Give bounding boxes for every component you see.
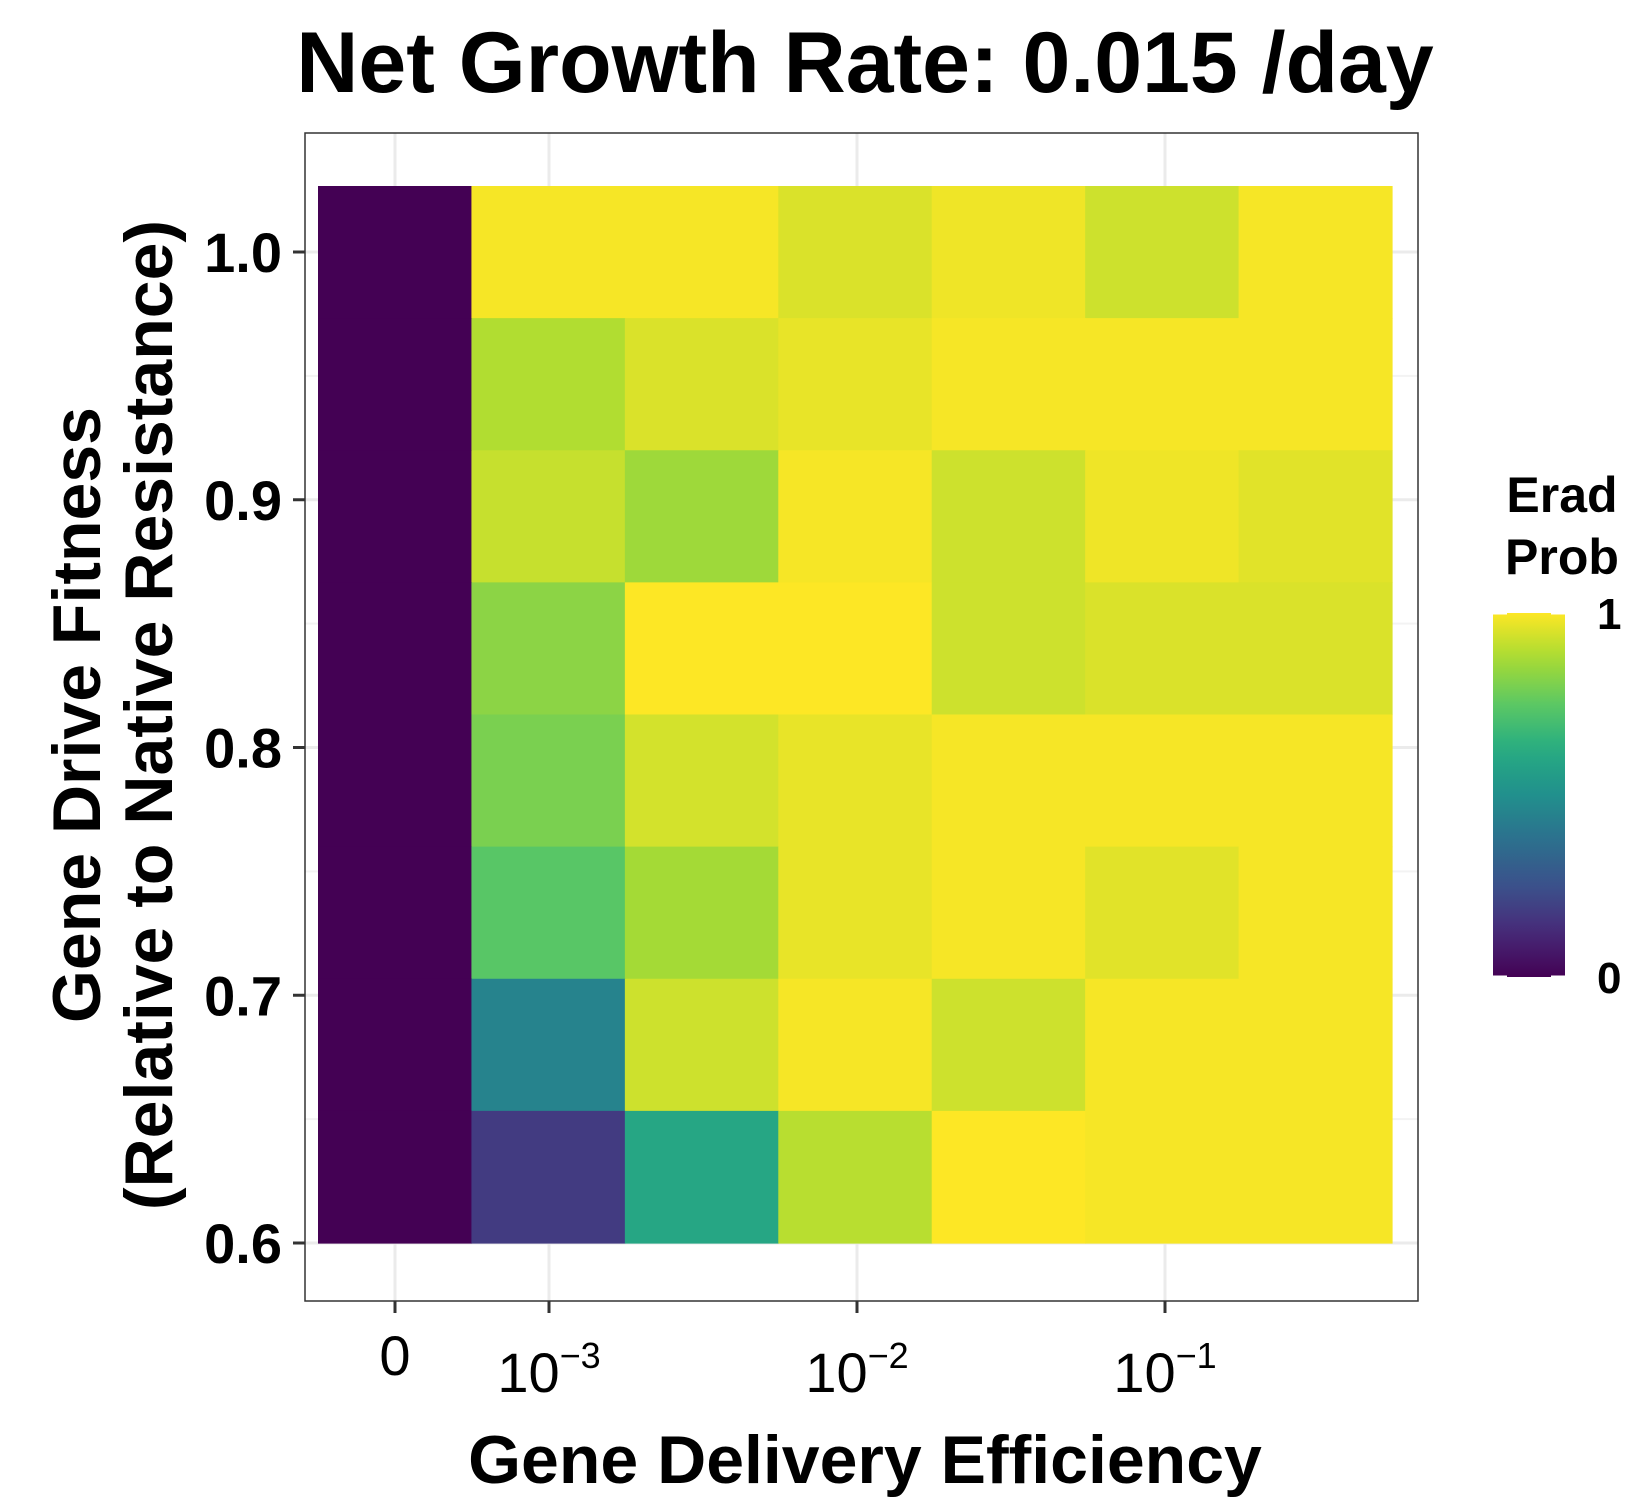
heatmap-tile xyxy=(931,846,1086,980)
legend-ticks: 01 xyxy=(1493,590,1621,1003)
chart-title: Net Growth Rate: 0.015 /day xyxy=(296,15,1434,111)
heatmap-tile xyxy=(1238,978,1393,1112)
heatmap-tile xyxy=(778,846,933,980)
legend-tick-label: 0 xyxy=(1597,954,1621,1003)
heatmap-tile xyxy=(624,450,779,583)
y-tick-label: 0.8 xyxy=(204,717,282,780)
heatmap-tile xyxy=(318,846,473,980)
legend-colorbar xyxy=(1493,613,1565,977)
heatmap-tile xyxy=(778,318,933,451)
heatmap-tile xyxy=(778,1110,933,1244)
heatmap-tile xyxy=(318,714,473,848)
heatmap-tile xyxy=(1238,714,1393,848)
x-tick-exponent: −3 xyxy=(560,1335,601,1376)
heatmap-tile xyxy=(318,582,473,716)
heatmap-tile xyxy=(471,978,626,1112)
heatmap-tile xyxy=(931,582,1086,716)
legend-title-line1: Erad xyxy=(1506,467,1617,523)
heatmap-tile xyxy=(1085,318,1240,451)
heatmap-tile xyxy=(624,186,779,319)
heatmap-tile xyxy=(318,186,473,319)
heatmap-tile xyxy=(778,714,933,848)
heatmap-tile xyxy=(1085,978,1240,1112)
x-tick-base: 10 xyxy=(497,1341,559,1404)
heatmap-tile xyxy=(318,450,473,583)
heatmap-tile xyxy=(471,318,626,451)
heatmap-tile xyxy=(318,318,473,451)
legend-title-line2: Prob xyxy=(1505,529,1619,585)
heatmap-tile xyxy=(471,450,626,583)
x-axis-title: Gene Delivery Efficiency xyxy=(468,1422,1262,1498)
heatmap-tile xyxy=(931,186,1086,319)
heatmap-tile xyxy=(471,714,626,848)
y-tick-label: 0.7 xyxy=(204,964,282,1027)
y-axis-title-line2: (Relative to Native Resistance) xyxy=(111,220,187,1210)
heatmap-tile xyxy=(931,318,1086,451)
x-tick-base: 0 xyxy=(379,1324,410,1387)
heatmap-tile xyxy=(471,582,626,716)
x-tick-exponent: −1 xyxy=(1176,1335,1217,1376)
x-tick-exponent: −2 xyxy=(868,1335,909,1376)
heatmap-tile xyxy=(624,846,779,980)
heatmap-tiles xyxy=(318,186,1393,1244)
heatmap-tile xyxy=(931,1110,1086,1244)
heatmap-tile xyxy=(1085,1110,1240,1244)
heatmap-tile xyxy=(624,1110,779,1244)
y-tick-label: 1.0 xyxy=(204,221,282,284)
heatmap-tile xyxy=(931,978,1086,1112)
x-tick-label: 10−2 xyxy=(805,1335,908,1404)
heatmap-tile xyxy=(624,318,779,451)
y-tick-label: 0.6 xyxy=(204,1212,282,1275)
heatmap-tile xyxy=(778,582,933,716)
heatmap-tile xyxy=(1085,582,1240,716)
heatmap-tile xyxy=(624,582,779,716)
heatmap-tile xyxy=(318,1110,473,1244)
heatmap-tile xyxy=(1085,846,1240,980)
heatmap-tile xyxy=(931,450,1086,583)
heatmap-tile xyxy=(471,1110,626,1244)
heatmap-tile xyxy=(778,978,933,1112)
x-tick-label: 0 xyxy=(379,1324,410,1387)
heatmap-tile xyxy=(778,186,933,319)
heatmap-tile xyxy=(1238,186,1393,319)
heatmap-tile xyxy=(1238,450,1393,583)
x-axis: 0 10−3 10−2 10−1 xyxy=(379,1301,1217,1404)
heatmap-tile xyxy=(778,450,933,583)
heatmap-tile xyxy=(1085,450,1240,583)
heatmap-tile xyxy=(1238,1110,1393,1244)
x-tick-base: 10 xyxy=(1113,1341,1175,1404)
y-axis: 0.6 0.7 0.8 0.9 1.0 xyxy=(204,221,305,1275)
heatmap-tile xyxy=(471,186,626,319)
heatmap-tile xyxy=(1085,714,1240,848)
y-tick-label: 0.9 xyxy=(204,469,282,532)
x-tick-label: 10−1 xyxy=(1113,1335,1216,1404)
plot-border xyxy=(304,132,1419,1302)
heatmap-tile xyxy=(318,978,473,1112)
legend-tick-label: 1 xyxy=(1597,590,1621,639)
heatmap-tile xyxy=(624,714,779,848)
heatmap-tile xyxy=(1238,846,1393,980)
heatmap-tile xyxy=(1238,582,1393,716)
heatmap-tile xyxy=(1238,318,1393,451)
heatmap-tile xyxy=(624,978,779,1112)
heatmap-tile xyxy=(471,846,626,980)
heatmap-tile xyxy=(1085,186,1240,319)
heatmap-tile xyxy=(931,714,1086,848)
x-tick-label: 10−3 xyxy=(497,1335,600,1404)
x-tick-base: 10 xyxy=(805,1341,867,1404)
y-axis-title-line1: Gene Drive Fitness xyxy=(39,407,115,1023)
